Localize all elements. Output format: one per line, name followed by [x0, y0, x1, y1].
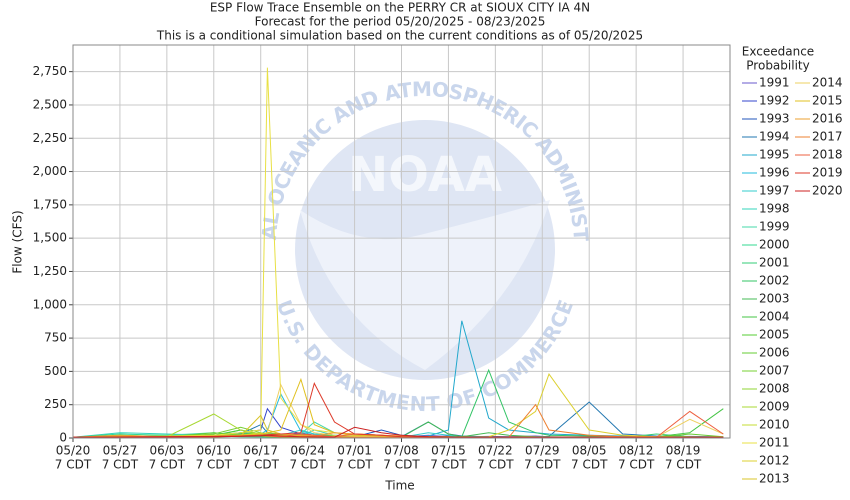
x-tick-label: 06/03 — [150, 444, 185, 458]
flow-line — [72, 426, 724, 439]
x-tick-sublabel: 7 CDT — [524, 458, 561, 472]
legend-label: 2020 — [812, 184, 843, 198]
y-axis-label: Flow (CFS) — [11, 210, 25, 273]
legend-label: 2005 — [759, 328, 790, 342]
y-tick-label: 2,500 — [33, 97, 67, 111]
legend-label: 2004 — [759, 310, 790, 324]
x-tick-label: 07/08 — [384, 444, 419, 458]
x-tick-sublabel: 7 CDT — [289, 458, 326, 472]
legend-label: 1998 — [759, 202, 790, 216]
chart-subtitle: Forecast for the period 05/20/2025 - 08/… — [255, 15, 546, 29]
y-tick-label: 1,250 — [33, 264, 67, 278]
x-tick-label: 07/01 — [337, 444, 372, 458]
watermark-logo: NOAA — [348, 147, 502, 203]
legend-label: 2016 — [812, 112, 843, 126]
plot-frame — [72, 44, 731, 439]
legend-label: 2012 — [759, 454, 790, 468]
x-tick-sublabel: 7 CDT — [665, 458, 702, 472]
legend-label: 2018 — [812, 148, 843, 162]
x-tick-label: 07/29 — [525, 444, 560, 458]
legend-label: 2003 — [759, 292, 790, 306]
legend-label: 1995 — [759, 148, 790, 162]
y-tick-label: 750 — [44, 331, 67, 345]
y-tick-label: 1,750 — [33, 197, 67, 211]
x-tick-sublabel: 7 CDT — [571, 458, 608, 472]
x-tick-sublabel: 7 CDT — [102, 458, 139, 472]
x-tick-label: 05/20 — [56, 444, 91, 458]
x-tick-sublabel: 7 CDT — [430, 458, 467, 472]
legend-label: 2014 — [812, 76, 843, 90]
x-tick-label: 07/15 — [431, 444, 466, 458]
flow-line — [72, 410, 724, 439]
legend-label: 2011 — [759, 436, 790, 450]
legend-label: 2013 — [759, 472, 790, 486]
legend-label: 2001 — [759, 256, 790, 270]
y-tick-label: 1,500 — [33, 231, 67, 245]
legend-label: 1999 — [759, 220, 790, 234]
chart-title: ESP Flow Trace Ensemble on the PERRY CR … — [210, 1, 590, 15]
y-tick-label: 0 — [59, 431, 67, 445]
legend-label: 2002 — [759, 274, 790, 288]
x-tick-label: 08/12 — [619, 444, 654, 458]
x-tick-label: 08/05 — [572, 444, 607, 458]
watermark-bird — [300, 200, 550, 370]
x-tick-label: 06/17 — [243, 444, 278, 458]
legend-label: 2009 — [759, 400, 790, 414]
y-tick-label: 2,000 — [33, 164, 67, 178]
legend-label: 2008 — [759, 382, 790, 396]
x-tick-label: 06/10 — [196, 444, 231, 458]
legend-title: Probability — [746, 59, 809, 73]
x-tick-sublabel: 7 CDT — [55, 458, 92, 472]
legend-label: 2000 — [759, 238, 790, 252]
legend-title: Exceedance — [742, 45, 814, 59]
legend-label: 1997 — [759, 184, 790, 198]
x-axis-label: Time — [384, 479, 414, 493]
x-tick-label: 05/27 — [103, 444, 138, 458]
legend-label: 2017 — [812, 130, 843, 144]
x-tick-sublabel: 7 CDT — [243, 458, 280, 472]
legend-label: 2006 — [759, 346, 790, 360]
y-tick-label: 1,000 — [33, 297, 67, 311]
x-tick-label: 06/24 — [290, 444, 325, 458]
y-tick-label: 250 — [44, 397, 67, 411]
x-tick-sublabel: 7 CDT — [336, 458, 373, 472]
legend-label: 1993 — [759, 112, 790, 126]
x-tick-sublabel: 7 CDT — [618, 458, 655, 472]
legend-label: 2010 — [759, 418, 790, 432]
y-tick-label: 2,250 — [33, 131, 67, 145]
x-tick-label: 08/19 — [666, 444, 701, 458]
legend-label: 2019 — [812, 166, 843, 180]
y-tick-label: 2,750 — [33, 64, 67, 78]
y-tick-label: 500 — [44, 364, 67, 378]
watermark: NOAA NATIONAL OCEANIC AND ATMOSPHERIC AD… — [0, 0, 594, 416]
chart-subtitle: This is a conditional simulation based o… — [156, 29, 643, 43]
x-tick-label: 07/22 — [478, 444, 513, 458]
legend-label: 1994 — [759, 130, 790, 144]
legend-label: 1991 — [759, 76, 790, 90]
legend-label: 2015 — [812, 94, 843, 108]
legend-label: 2007 — [759, 364, 790, 378]
x-tick-sublabel: 7 CDT — [477, 458, 514, 472]
legend-label: 1996 — [759, 166, 790, 180]
x-tick-sublabel: 7 CDT — [149, 458, 186, 472]
legend-label: 1992 — [759, 94, 790, 108]
x-tick-sublabel: 7 CDT — [196, 458, 233, 472]
x-tick-sublabel: 7 CDT — [383, 458, 420, 472]
